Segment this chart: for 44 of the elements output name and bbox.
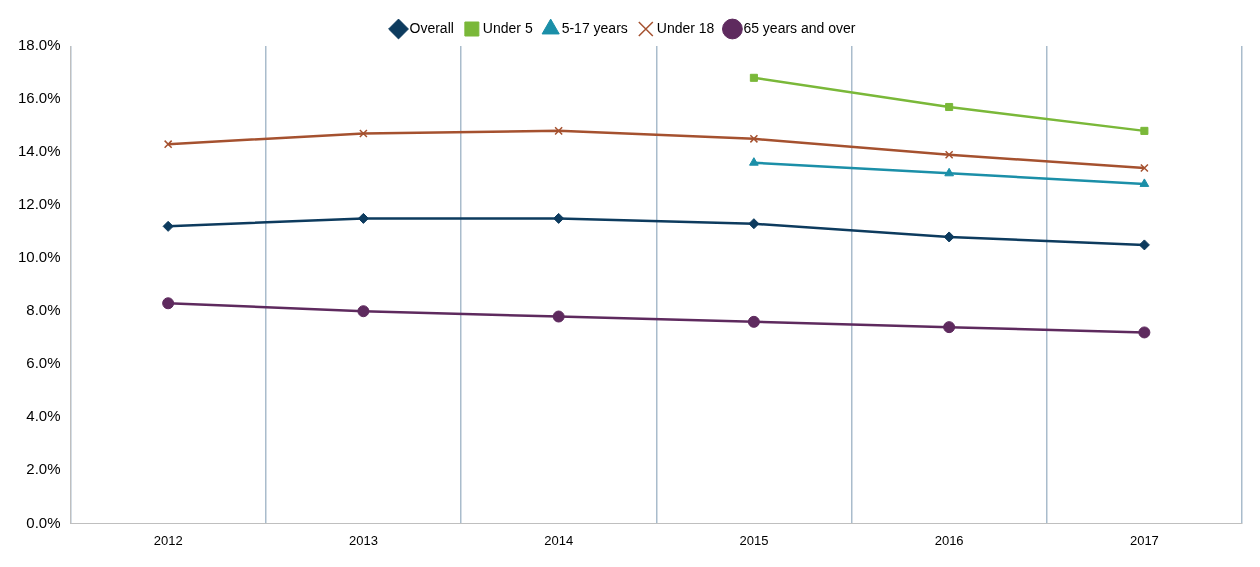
y-tick-label: 2.0% <box>26 460 61 478</box>
y-tick-label: 16.0% <box>17 89 61 107</box>
point <box>749 73 758 82</box>
legend-label: Overall <box>409 19 454 36</box>
point <box>748 218 760 230</box>
y-tick-label: 12.0% <box>17 195 61 213</box>
x-tick-label: 2012 <box>153 532 183 548</box>
point <box>357 212 369 224</box>
y-tick-label: 18.0% <box>17 36 61 54</box>
x-tick-label: 2015 <box>739 532 769 548</box>
point <box>359 129 368 138</box>
point <box>1140 126 1149 135</box>
x-tick-label: 2016 <box>934 532 964 548</box>
point <box>1138 326 1151 339</box>
y-tick-label: 6.0% <box>26 354 61 372</box>
legend-label: 65 years and over <box>743 19 856 36</box>
point <box>944 150 954 160</box>
point <box>945 102 954 112</box>
point <box>554 126 563 136</box>
point <box>1140 163 1149 173</box>
x-tick-label: 2013 <box>348 532 378 548</box>
point <box>749 134 759 144</box>
point <box>553 212 565 224</box>
point <box>162 220 174 232</box>
y-tick-label: 14.0% <box>17 142 61 160</box>
point <box>552 310 565 323</box>
point <box>357 305 370 318</box>
point <box>944 167 954 177</box>
x-tick-label: 2014 <box>544 532 574 548</box>
legend-label: Under 18 <box>656 19 715 36</box>
y-tick-label: 4.0% <box>26 407 61 425</box>
point <box>943 231 955 243</box>
point <box>747 315 760 328</box>
legend-label: Under 5 <box>482 19 533 36</box>
y-tick-label: 10.0% <box>17 248 61 266</box>
point <box>163 139 173 149</box>
y-tick-label: 8.0% <box>26 301 61 319</box>
point <box>162 297 175 310</box>
point <box>1139 178 1150 187</box>
point <box>749 157 759 166</box>
legend-label: 5-17 years <box>561 19 628 36</box>
point <box>943 321 956 334</box>
x-tick-label: 2017 <box>1129 532 1159 548</box>
y-tick-label: 0.0% <box>26 513 61 531</box>
